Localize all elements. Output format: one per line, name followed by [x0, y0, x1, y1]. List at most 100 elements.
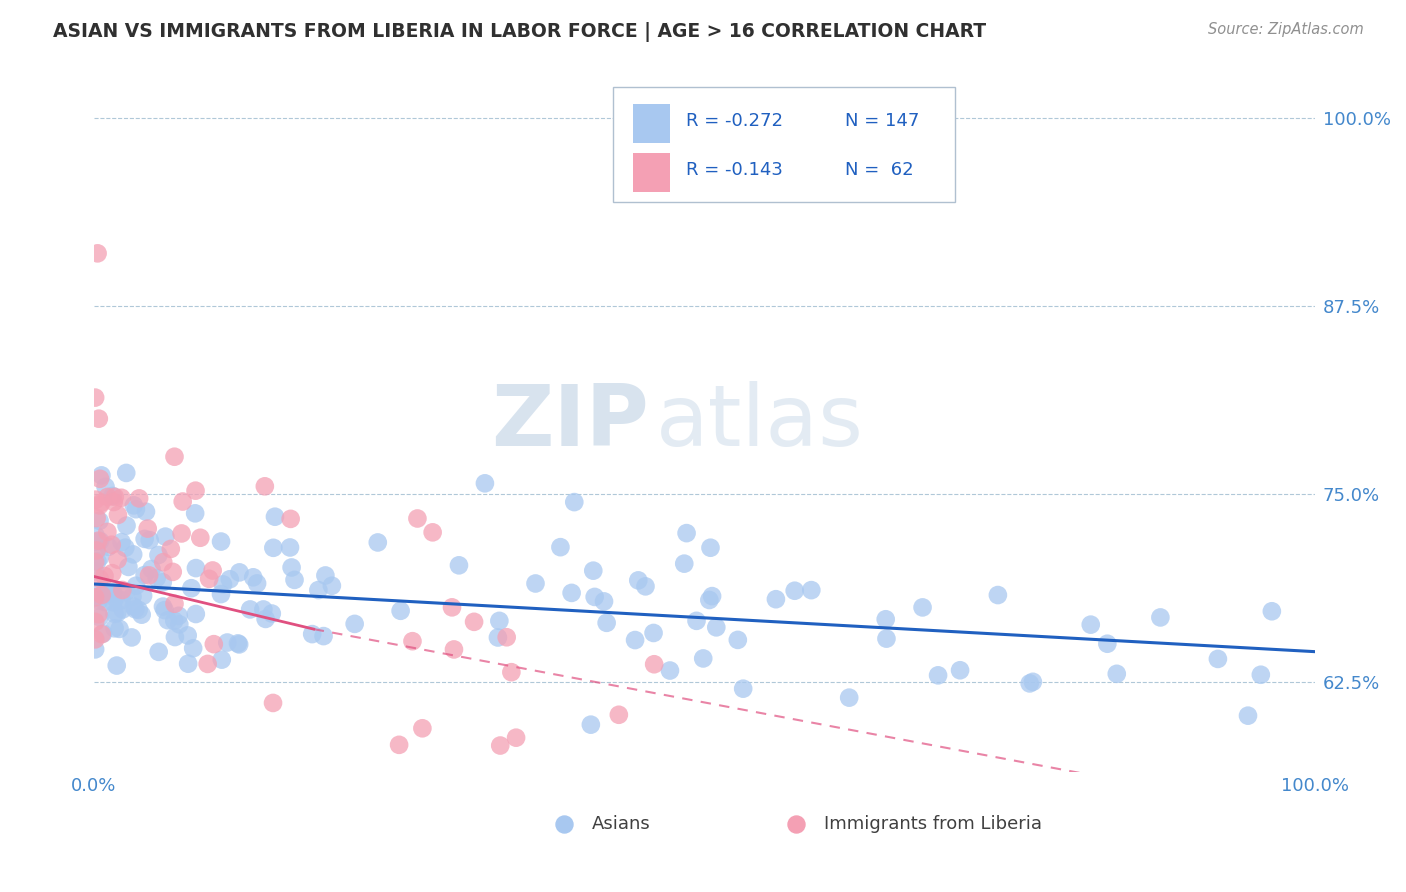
Point — [124, 602, 146, 616]
Point — [153, 603, 176, 617]
Point — [114, 541, 136, 555]
Point — [103, 621, 125, 635]
Point — [84, 555, 107, 569]
Text: ZIP: ZIP — [492, 381, 650, 464]
Point — [100, 538, 122, 552]
Point — [115, 466, 138, 480]
Point — [86, 511, 108, 525]
Point — [927, 668, 949, 682]
Point — [90, 627, 112, 641]
Point — [283, 573, 305, 587]
Point — [121, 631, 143, 645]
Point — [911, 600, 934, 615]
Point — [84, 391, 107, 405]
Point — [699, 541, 721, 555]
Point — [242, 570, 264, 584]
Point — [278, 541, 301, 555]
Point — [634, 579, 657, 593]
Point — [97, 490, 120, 504]
Point — [131, 607, 153, 622]
Point — [562, 495, 585, 509]
Point — [389, 604, 412, 618]
Point — [262, 541, 284, 555]
Point — [103, 495, 125, 509]
Point — [301, 627, 323, 641]
Point — [86, 543, 108, 558]
Point — [262, 696, 284, 710]
Point — [84, 492, 107, 507]
Point — [280, 560, 302, 574]
Point — [122, 499, 145, 513]
Point — [122, 548, 145, 562]
Point — [101, 489, 124, 503]
Point — [170, 526, 193, 541]
Point — [110, 491, 132, 505]
Point — [101, 585, 124, 599]
Point — [87, 593, 110, 607]
Point — [156, 613, 179, 627]
Point — [110, 535, 132, 549]
FancyBboxPatch shape — [634, 104, 671, 143]
Point — [128, 603, 150, 617]
Point — [228, 566, 250, 580]
Point — [209, 534, 232, 549]
Point — [463, 615, 485, 629]
Point — [1097, 637, 1119, 651]
Point — [211, 653, 233, 667]
Point — [246, 576, 269, 591]
Point — [122, 599, 145, 614]
Point — [94, 586, 117, 600]
Point — [167, 608, 190, 623]
Point — [1022, 674, 1045, 689]
Text: ASIAN VS IMMIGRANTS FROM LIBERIA IN LABOR FORCE | AGE > 16 CORRELATION CHART: ASIAN VS IMMIGRANTS FROM LIBERIA IN LABO… — [53, 22, 987, 42]
Point — [87, 607, 110, 622]
Point — [87, 411, 110, 425]
Point — [401, 634, 423, 648]
Point — [501, 665, 523, 680]
Point — [155, 530, 177, 544]
Point — [125, 502, 148, 516]
Point — [184, 607, 207, 621]
Point — [108, 622, 131, 636]
Point — [422, 525, 444, 540]
Point — [90, 583, 112, 598]
Point — [488, 614, 510, 628]
Point — [105, 606, 128, 620]
Point — [579, 717, 602, 731]
Point — [312, 629, 335, 643]
Point — [704, 620, 727, 634]
Point — [197, 657, 219, 671]
Point — [443, 642, 465, 657]
Point — [643, 626, 665, 640]
Point — [875, 612, 897, 626]
Point — [103, 607, 125, 621]
Point — [141, 562, 163, 576]
Point — [987, 588, 1010, 602]
Point — [212, 577, 235, 591]
Point — [110, 593, 132, 607]
Point — [138, 568, 160, 582]
Point — [252, 602, 274, 616]
Point — [1149, 610, 1171, 624]
Point — [184, 483, 207, 498]
Text: atlas: atlas — [655, 381, 863, 464]
Point — [172, 494, 194, 508]
Point — [162, 565, 184, 579]
Text: Source: ZipAtlas.com: Source: ZipAtlas.com — [1208, 22, 1364, 37]
Point — [239, 602, 262, 616]
Point — [643, 657, 665, 672]
Point — [145, 571, 167, 585]
Point — [152, 555, 174, 569]
Point — [627, 574, 650, 588]
Point — [188, 531, 211, 545]
Point — [505, 731, 527, 745]
Point — [209, 587, 232, 601]
Point — [89, 499, 111, 513]
Point — [949, 663, 972, 677]
Point — [136, 522, 159, 536]
Text: Immigrants from Liberia: Immigrants from Liberia — [824, 815, 1042, 833]
Text: N =  62: N = 62 — [845, 161, 914, 179]
Point — [228, 637, 250, 651]
Point — [135, 505, 157, 519]
Point — [561, 586, 583, 600]
